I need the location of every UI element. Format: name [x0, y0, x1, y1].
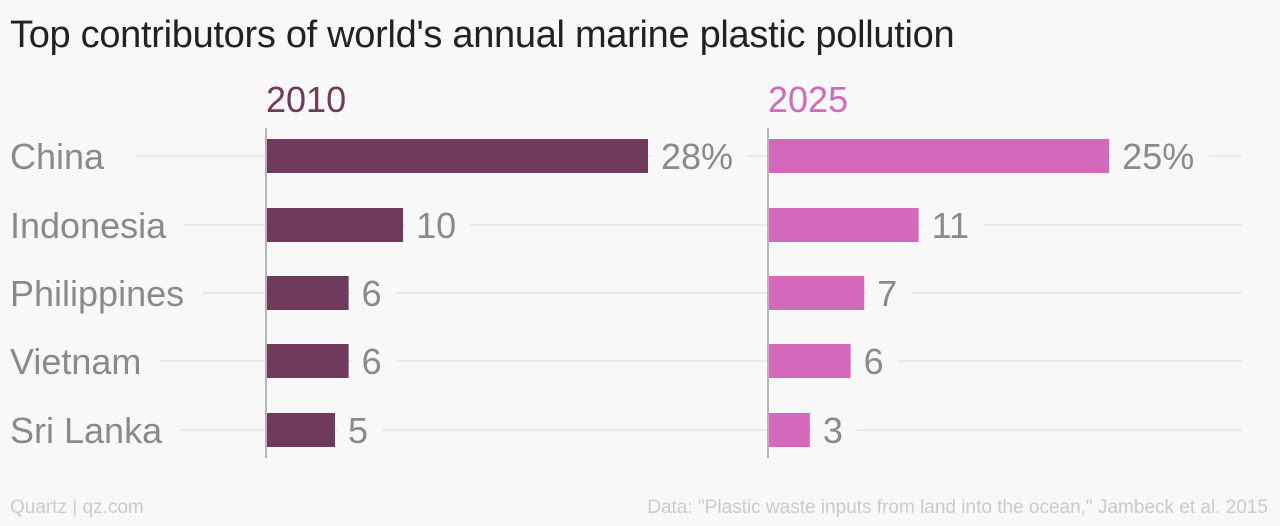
- bar: [267, 276, 349, 310]
- value-label: 7: [877, 273, 897, 314]
- series-header: 2010: [266, 79, 346, 120]
- bar: [769, 344, 851, 378]
- category-label: Vietnam: [10, 341, 141, 382]
- series-header: 2025: [768, 79, 848, 120]
- bar: [769, 413, 810, 447]
- category-label-bg: [0, 341, 160, 381]
- bar: [267, 344, 349, 378]
- value-label: 28%: [661, 136, 733, 177]
- category-label-bg: [0, 136, 123, 176]
- value-label-bg: [921, 205, 984, 245]
- value-label: 6: [362, 273, 382, 314]
- value-label: 6: [864, 341, 884, 382]
- category-label: Indonesia: [10, 205, 167, 246]
- value-label: 25%: [1122, 136, 1194, 177]
- footer-credit: Quartz | qz.com: [10, 497, 144, 518]
- value-label: 10: [416, 205, 456, 246]
- value-label-bg: [351, 273, 396, 313]
- value-label: 3: [823, 410, 843, 451]
- value-label-bg: [853, 341, 898, 381]
- value-label-bg: [1112, 136, 1209, 176]
- bar: [267, 139, 648, 173]
- value-label: 6: [362, 341, 382, 382]
- category-label-bg: [0, 273, 203, 313]
- footer-source: Data: "Plastic waste inputs from land in…: [647, 497, 1268, 518]
- bar: [267, 413, 336, 447]
- category-label: Philippines: [10, 273, 184, 314]
- value-label-bg: [651, 136, 748, 176]
- bar: [769, 276, 865, 310]
- value-label-bg: [338, 410, 383, 450]
- category-label-bg: [0, 410, 181, 450]
- bar: [769, 139, 1110, 173]
- value-label-bg: [867, 273, 912, 313]
- value-label: 5: [348, 410, 368, 451]
- panel-2010: 2010 28% 10 6 6 5: [265, 79, 748, 458]
- category-label: China: [10, 136, 105, 177]
- chart-title: Top contributors of world's annual marin…: [10, 14, 955, 56]
- value-label-bg: [351, 341, 396, 381]
- category-label: Sri Lanka: [10, 410, 163, 451]
- bar: [769, 208, 919, 242]
- panel-2025: 2025 25% 11 7 63: [767, 79, 1209, 458]
- category-label-bg: [0, 205, 185, 245]
- bar: [267, 208, 404, 242]
- value-label-bg: [812, 410, 857, 450]
- value-label-bg: [406, 205, 471, 245]
- value-label: 11: [932, 205, 969, 246]
- category-labels: China Indonesia Philippines Vietnam Sri Lank…: [0, 136, 203, 451]
